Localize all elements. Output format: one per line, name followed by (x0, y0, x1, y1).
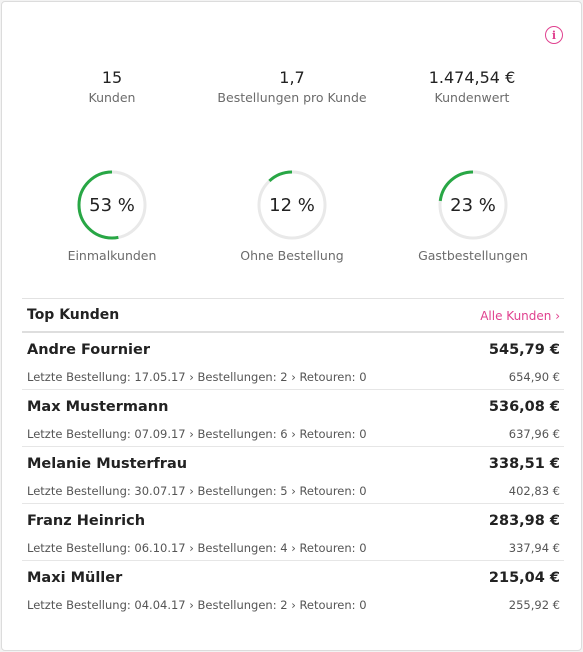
donut-chart (77, 170, 147, 240)
stat-label: Bestellungen pro Kunde (217, 90, 367, 105)
all-customers-link[interactable]: Alle Kunden › (480, 309, 560, 323)
customer-name[interactable]: Max Mustermann (27, 399, 169, 415)
customer-meta: Letzte Bestellung: 06.10.17 › Bestellung… (27, 541, 367, 555)
customer-meta: Letzte Bestellung: 30.07.17 › Bestellung… (27, 484, 367, 498)
stat-label: Kundenwert (434, 90, 510, 105)
donut-label: Ohne Bestellung (240, 248, 344, 263)
customer-meta: Letzte Bestellung: 07.09.17 › Bestellung… (27, 427, 367, 441)
customer-amount: 215,04 € (488, 570, 560, 586)
stat-kunden: 15 Kunden (22, 68, 202, 106)
customer-row[interactable]: Maxi Müller 215,04 € Letzte Bestellung: … (22, 561, 564, 618)
customer-amount: 536,08 € (488, 399, 560, 415)
info-icon[interactable]: i (545, 26, 563, 44)
customer-row[interactable]: Andre Fournier 545,79 € Letzte Bestellun… (22, 333, 564, 390)
donut-percent: 12 % (269, 194, 315, 216)
customer-gross-amount: 337,94 € (508, 541, 560, 555)
top-customers-title: Top Kunden (27, 307, 120, 323)
customer-gross-amount: 402,83 € (508, 484, 560, 498)
donut-percent: 53 % (89, 194, 135, 216)
customer-row[interactable]: Franz Heinrich 283,98 € Letzte Bestellun… (22, 504, 564, 561)
customer-name[interactable]: Melanie Musterfrau (27, 456, 188, 472)
stat-orders-per-customer: 1,7 Bestellungen pro Kunde (202, 68, 382, 106)
donut-chart (257, 170, 327, 240)
donut-label: Gastbestellungen (418, 248, 528, 263)
customer-gross-amount: 637,96 € (508, 427, 560, 441)
customer-amount: 283,98 € (488, 513, 560, 529)
customer-meta: Letzte Bestellung: 17.05.17 › Bestellung… (27, 370, 367, 384)
customer-amount: 545,79 € (488, 342, 560, 358)
customer-gross-amount: 654,90 € (508, 370, 560, 384)
donut-arc (77, 170, 147, 240)
donut-chart (438, 170, 508, 240)
donut-gastbestellungen: 23 % Gastbestellungen (393, 169, 553, 263)
donut-ring: 12 % (256, 169, 328, 241)
customer-amount: 338,51 € (488, 456, 560, 472)
donut-arc (438, 170, 508, 240)
donut-ohne-bestellung: 12 % Ohne Bestellung (212, 169, 372, 263)
stat-label: Kunden (88, 90, 136, 105)
customer-row[interactable]: Max Mustermann 536,08 € Letzte Bestellun… (22, 390, 564, 447)
top-customers-header: Top Kunden Alle Kunden › (22, 298, 564, 333)
customer-name[interactable]: Andre Fournier (27, 342, 150, 358)
customer-meta: Letzte Bestellung: 04.04.17 › Bestellung… (27, 598, 367, 612)
customer-name[interactable]: Maxi Müller (27, 570, 123, 586)
donut-einmalkunden: 53 % Einmalkunden (32, 169, 192, 263)
stat-value: 15 (101, 68, 123, 87)
customer-row[interactable]: Melanie Musterfrau 338,51 € Letzte Beste… (22, 447, 564, 504)
customer-name[interactable]: Franz Heinrich (27, 513, 146, 529)
donut-percent: 23 % (450, 194, 496, 216)
stat-customer-value: 1.474,54 € Kundenwert (382, 68, 562, 106)
customer-gross-amount: 255,92 € (508, 598, 560, 612)
donut-ring: 23 % (437, 169, 509, 241)
stat-value: 1,7 (279, 68, 305, 87)
donut-label: Einmalkunden (67, 248, 157, 263)
stat-value: 1.474,54 € (428, 68, 516, 87)
donut-arc (257, 170, 327, 240)
donut-ring: 53 % (76, 169, 148, 241)
